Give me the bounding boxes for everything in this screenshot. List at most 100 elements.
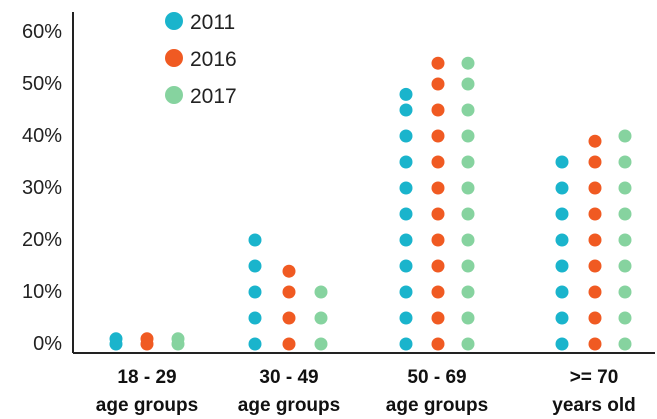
- data-dot-2017-7: [461, 155, 475, 169]
- data-dot-2011-4: [399, 233, 413, 247]
- category-labels: 18 - 29 age groups 30 - 49 age groups 50…: [96, 367, 636, 416]
- data-dot-2016-6: [588, 181, 602, 195]
- y-tick-label: 30%: [22, 177, 62, 199]
- data-dot-2011-3: [248, 259, 262, 273]
- category-label-line2: age groups: [96, 395, 198, 416]
- data-dot-2016-2: [588, 285, 602, 299]
- data-dot-2016-2: [431, 285, 445, 299]
- data-dot-2016-5: [431, 207, 445, 221]
- data-dot-2016-5: [588, 207, 602, 221]
- data-dot-2011-6: [555, 181, 569, 195]
- category-label-line1: 50 - 69: [407, 367, 466, 388]
- data-dot-2016-0: [588, 337, 602, 351]
- data-dot-2017-1: [618, 311, 632, 325]
- data-dot-2017-1: [171, 332, 185, 346]
- category-label-line2: years old: [552, 395, 635, 416]
- data-dot-2017-1: [314, 311, 328, 325]
- data-dot-2016-1: [588, 311, 602, 325]
- data-dot-2017-1: [461, 311, 475, 325]
- category-label-line2: age groups: [238, 395, 340, 416]
- data-dot-2011-1: [109, 332, 123, 346]
- y-tick-label: 40%: [22, 125, 62, 147]
- data-dot-2016-8: [588, 134, 602, 148]
- data-dot-2017-0: [314, 337, 328, 351]
- data-dot-2017-5: [618, 207, 632, 221]
- data-dot-2017-6: [461, 181, 475, 195]
- y-axis-labels: 0% 10% 20% 30% 40% 50% 60%: [22, 21, 62, 355]
- data-dot-2017-7: [618, 155, 632, 169]
- category-label-line1: 18 - 29: [117, 367, 176, 388]
- legend-swatch-2016: [165, 49, 183, 67]
- data-dot-2016-1: [282, 311, 296, 325]
- data-dot-2011-5: [399, 207, 413, 221]
- legend-label-2017: 2017: [190, 85, 237, 108]
- y-tick-label: 60%: [22, 21, 62, 43]
- data-dot-2017-6: [618, 181, 632, 195]
- legend-swatch-2017: [165, 86, 183, 104]
- legend-swatch-2011: [165, 12, 183, 30]
- data-dot-2016-2: [282, 285, 296, 299]
- data-dot-2016-0: [431, 337, 445, 351]
- data-dot-2011-8: [399, 129, 413, 143]
- data-dot-2017-5: [461, 207, 475, 221]
- data-dot-2017-8: [618, 129, 632, 143]
- legend-label-2011: 2011: [190, 11, 235, 34]
- data-dot-2017-2: [461, 285, 475, 299]
- data-dot-2017-8: [461, 129, 475, 143]
- data-dot-2017-11: [461, 56, 475, 70]
- data-dot-2017-2: [618, 285, 632, 299]
- data-dot-2016-8: [431, 129, 445, 143]
- data-dot-2011-4: [248, 233, 262, 247]
- data-dot-2011-0: [555, 337, 569, 351]
- y-tick-label: 10%: [22, 281, 62, 303]
- data-dot-2017-0: [461, 337, 475, 351]
- data-dot-2011-2: [555, 285, 569, 299]
- data-dots: [109, 56, 632, 351]
- data-dot-2016-1: [431, 311, 445, 325]
- data-dot-2017-2: [314, 285, 328, 299]
- data-dot-2011-3: [555, 259, 569, 273]
- y-tick-label: 20%: [22, 229, 62, 251]
- data-dot-2017-0: [618, 337, 632, 351]
- data-dot-2011-4: [555, 233, 569, 247]
- data-dot-2016-3: [588, 259, 602, 273]
- data-dot-2011-1: [555, 311, 569, 325]
- category-label-line1: >= 70: [570, 367, 619, 388]
- data-dot-2016-4: [431, 233, 445, 247]
- data-dot-2017-10: [461, 77, 475, 91]
- data-dot-2011-3: [399, 259, 413, 273]
- data-dot-2011-6: [399, 181, 413, 195]
- data-dot-2016-9: [431, 103, 445, 117]
- data-dot-2016-7: [588, 155, 602, 169]
- data-dot-2011-1: [399, 311, 413, 325]
- legend-label-2016: 2016: [190, 48, 237, 71]
- data-dot-2011-1: [248, 311, 262, 325]
- data-dot-2016-3: [282, 264, 296, 278]
- data-dot-2017-3: [461, 259, 475, 273]
- data-dot-2011-7: [399, 155, 413, 169]
- category-label-line1: 30 - 49: [259, 367, 318, 388]
- data-dot-2016-0: [282, 337, 296, 351]
- data-dot-2016-10: [431, 77, 445, 91]
- data-dot-2011-2: [399, 285, 413, 299]
- data-dot-2016-1: [140, 332, 154, 346]
- data-dot-2011-0: [399, 337, 413, 351]
- data-dot-2016-6: [431, 181, 445, 195]
- data-dot-2017-4: [461, 233, 475, 247]
- data-dot-2016-4: [588, 233, 602, 247]
- data-dot-2011-10: [399, 87, 413, 101]
- data-dot-2017-9: [461, 103, 475, 117]
- data-dot-2011-9: [399, 103, 413, 117]
- data-dot-2016-3: [431, 259, 445, 273]
- legend: 2011 2016 2017: [165, 11, 237, 108]
- y-tick-label: 50%: [22, 73, 62, 95]
- data-dot-2017-3: [618, 259, 632, 273]
- data-dot-2011-7: [555, 155, 569, 169]
- data-dot-2011-2: [248, 285, 262, 299]
- y-tick-label: 0%: [33, 333, 62, 355]
- data-dot-2011-0: [248, 337, 262, 351]
- category-label-line2: age groups: [386, 395, 488, 416]
- data-dot-2016-7: [431, 155, 445, 169]
- data-dot-2016-11: [431, 56, 445, 70]
